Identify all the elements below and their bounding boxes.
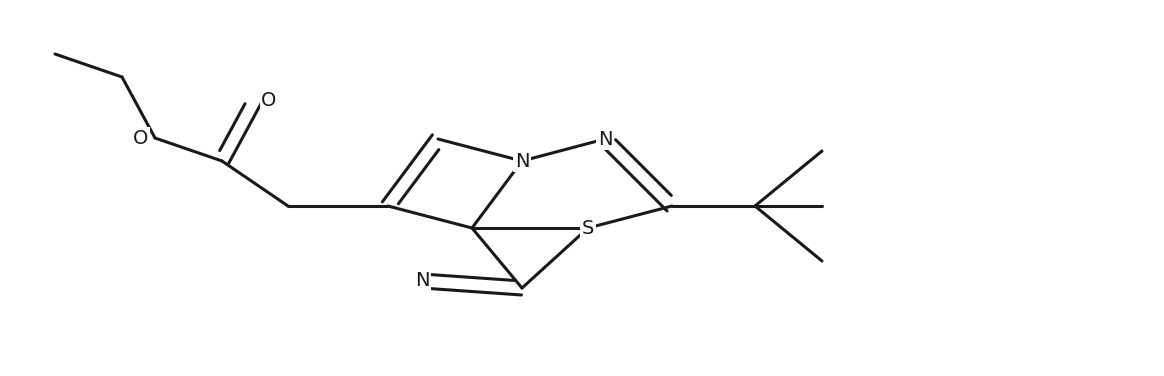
Text: N: N [414, 271, 430, 291]
Text: N: N [514, 152, 530, 170]
Text: S: S [582, 218, 594, 238]
Text: O: O [261, 91, 277, 109]
Text: N: N [598, 129, 612, 149]
Text: O: O [134, 129, 149, 147]
